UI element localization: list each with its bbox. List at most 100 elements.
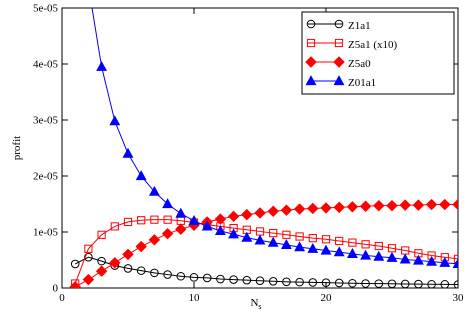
marker (97, 230, 106, 239)
marker (333, 56, 345, 68)
series-line (74, 219, 458, 284)
marker (282, 230, 291, 239)
marker (295, 232, 304, 241)
marker (229, 275, 238, 284)
marker (348, 278, 357, 288)
marker (308, 278, 318, 287)
marker (280, 204, 293, 216)
marker (188, 214, 200, 225)
marker (189, 273, 199, 282)
y-tick-label: 1e-05 (33, 227, 59, 239)
marker (293, 203, 306, 215)
legend-label: Z1a1 (348, 20, 371, 32)
marker (148, 234, 161, 246)
marker (295, 277, 304, 287)
marker (294, 241, 306, 252)
marker (335, 236, 344, 246)
marker (123, 217, 133, 227)
marker (97, 256, 106, 266)
marker (306, 19, 316, 29)
x-axis-label-sub: s (258, 302, 261, 311)
marker (150, 215, 159, 224)
marker (216, 274, 225, 284)
series-line (74, 204, 458, 288)
marker (267, 205, 279, 217)
marker (439, 198, 451, 211)
marker (399, 253, 411, 264)
marker (123, 264, 133, 273)
marker (82, 273, 95, 286)
marker (137, 216, 146, 225)
marker (269, 229, 278, 238)
y-tick-label: 5e-05 (33, 3, 59, 15)
marker (387, 244, 397, 253)
marker (110, 222, 119, 231)
marker (161, 227, 174, 240)
marker (84, 252, 93, 262)
marker (334, 38, 344, 48)
marker (386, 199, 398, 212)
marker (267, 236, 279, 247)
legend-label: Z01a1 (348, 77, 376, 89)
x-tick-label: 0 (59, 292, 65, 304)
x-axis-label-main: N (250, 297, 258, 309)
marker (412, 199, 425, 211)
marker (414, 279, 423, 288)
y-tick-label: 2e-05 (33, 171, 59, 183)
marker (109, 257, 121, 269)
marker (387, 279, 397, 288)
marker (84, 244, 93, 253)
marker (346, 201, 359, 213)
marker (452, 198, 458, 211)
marker (150, 268, 159, 278)
marker (214, 225, 226, 235)
marker (346, 247, 358, 258)
marker (400, 279, 410, 288)
marker (307, 202, 319, 215)
marker (427, 279, 436, 288)
marker (148, 185, 160, 196)
marker (163, 215, 172, 224)
marker (201, 220, 213, 231)
marker (135, 170, 147, 181)
marker (122, 248, 134, 261)
legend-label: Z5a1 (x10) (348, 39, 398, 51)
marker (374, 241, 383, 251)
marker (163, 270, 172, 279)
legend-label: Z5a0 (348, 58, 371, 70)
marker (452, 258, 458, 269)
y-axis-label: profit (11, 136, 23, 160)
marker (426, 255, 438, 266)
marker (440, 280, 450, 288)
marker (333, 246, 345, 257)
marker (373, 199, 385, 212)
marker (227, 210, 240, 223)
marker (360, 249, 372, 260)
marker (255, 276, 265, 286)
marker (305, 75, 317, 86)
marker (320, 202, 332, 214)
marker (109, 115, 121, 126)
legend-box (301, 11, 455, 95)
marker (320, 244, 332, 255)
marker (69, 281, 81, 288)
marker (359, 200, 372, 212)
x-tick-label: 10 (189, 292, 201, 304)
marker (95, 265, 108, 277)
marker (333, 201, 345, 214)
marker (373, 250, 385, 261)
marker (136, 266, 146, 275)
marker (412, 254, 424, 265)
marker (214, 213, 227, 225)
y-tick-label: 3e-05 (33, 115, 59, 127)
marker (96, 60, 108, 71)
marker (306, 38, 316, 48)
x-tick-label: 30 (453, 292, 464, 304)
marker (268, 276, 278, 286)
marker (122, 147, 134, 158)
marker (254, 207, 266, 219)
marker (333, 75, 345, 86)
marker (374, 279, 384, 288)
marker (321, 235, 331, 244)
